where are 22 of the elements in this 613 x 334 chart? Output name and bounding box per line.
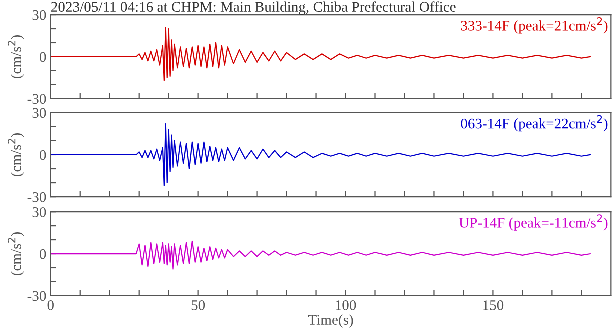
x-tick-label: 100 — [336, 300, 356, 310]
x-tick-label: 50 — [192, 300, 206, 310]
y-tick-label: -30 — [28, 94, 46, 104]
chart-title: 2023/05/11 04:16 at CHPM: Main Building, Chiba Prefectural Office — [52, 2, 456, 16]
y-tick-label: 30 — [32, 108, 46, 118]
series-label: 063-14F (peak=22cm/s$^{2}$) — [461, 115, 608, 132]
series-label: 333-14F (peak=21cm/s$^{2}$) — [461, 18, 608, 34]
y-tick-label: 30 — [32, 10, 46, 20]
y-axis-title: (cm/s$^{2}$) — [8, 35, 24, 78]
y-axis-title: (cm/s$^{2}$) — [8, 232, 24, 276]
y-tick-label: -30 — [28, 192, 46, 202]
line-series — [50, 240, 592, 270]
x-tick-label: 0 — [48, 300, 54, 310]
y-tick-label: 0 — [40, 249, 46, 260]
x-axis-title: Time(s) — [308, 314, 354, 328]
y-tick-label: 0 — [40, 52, 46, 62]
y-tick-label: 0 — [40, 150, 46, 160]
y-tick-label: -30 — [28, 291, 46, 302]
series-label: UP-14F (peak=-11cm/s$^{2}$) — [459, 214, 608, 231]
y-tick-label: 30 — [32, 207, 46, 218]
x-tick-label: 150 — [484, 300, 504, 310]
y-axis-title: (cm/s$^{2}$) — [8, 133, 24, 176]
